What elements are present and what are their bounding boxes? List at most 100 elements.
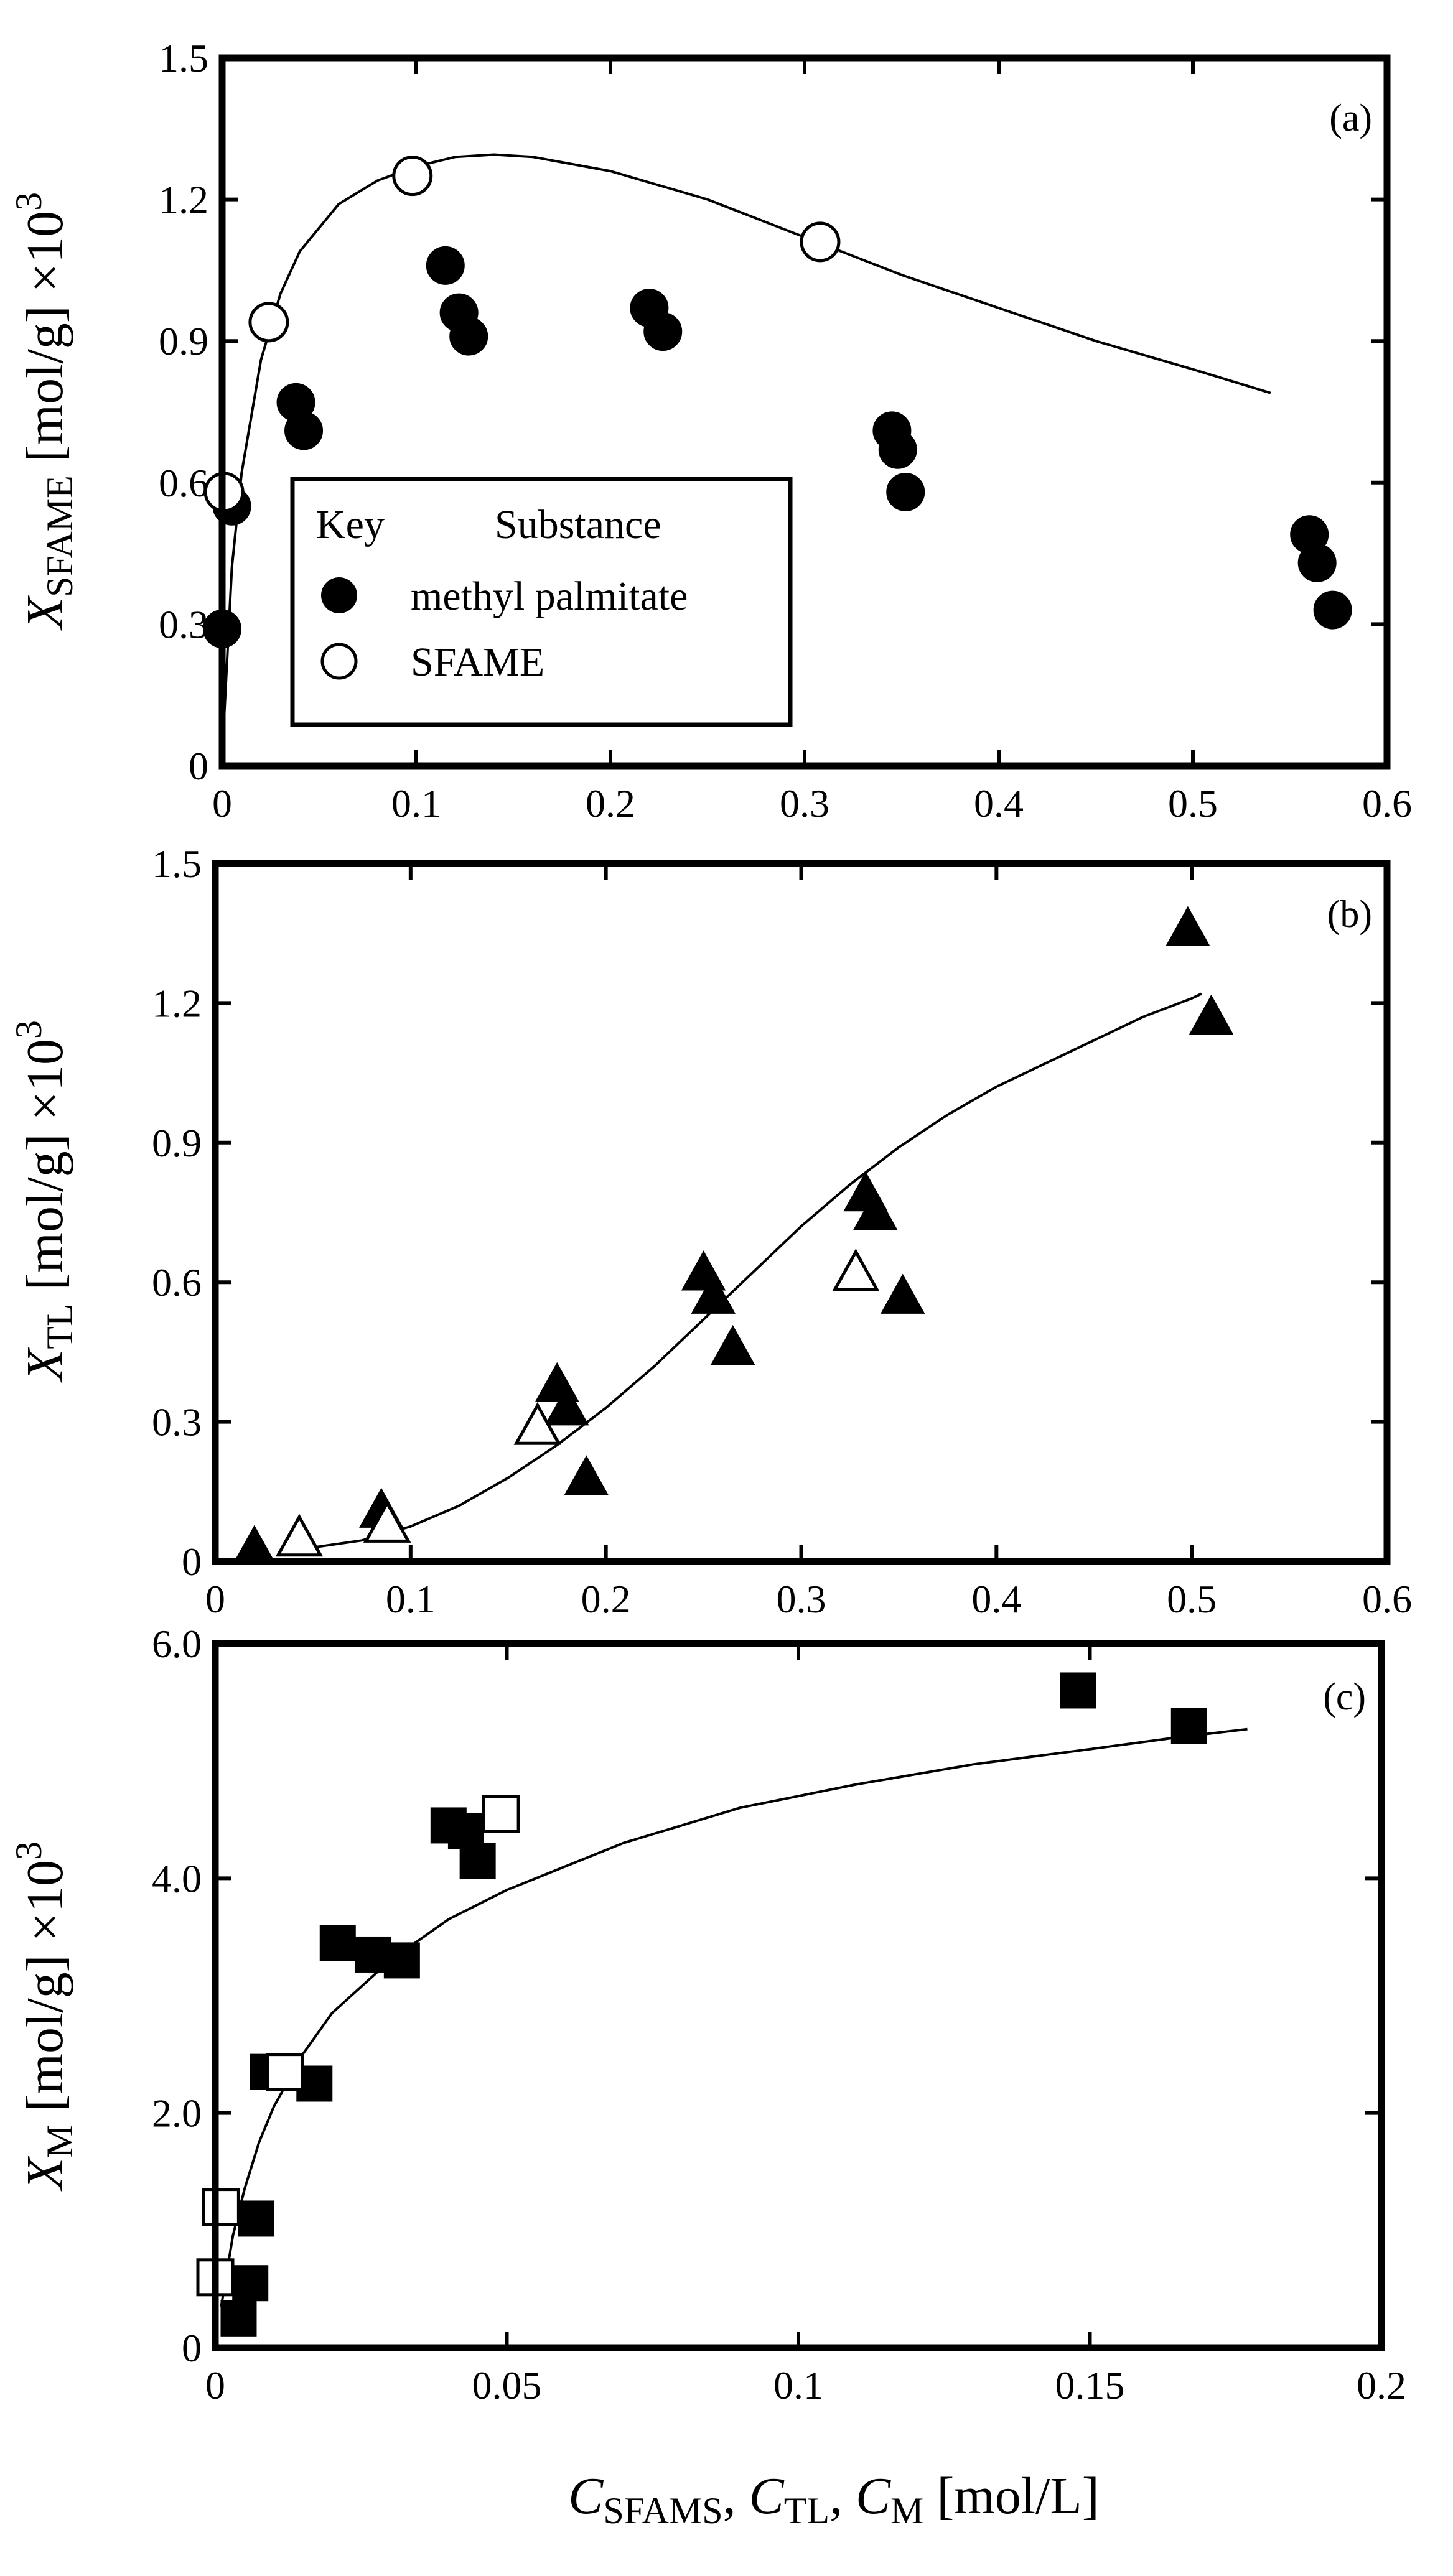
panel-b-plot-frame — [212, 860, 1391, 1565]
panel-c-y-tick-labels: 0 2.0 4.0 6.0 — [152, 1622, 202, 2370]
data-point-filled-circle — [878, 430, 917, 469]
x-tick-label: 0.05 — [472, 2363, 542, 2407]
panel-c-plot-frame — [212, 1640, 1385, 2351]
data-point-filled-triangle — [691, 1273, 736, 1314]
legend-header-key: Key — [316, 502, 385, 547]
legend-open-circle-marker — [320, 643, 358, 680]
panel-a-plot-frame — [218, 54, 1391, 770]
data-point-filled-circle — [449, 317, 488, 356]
data-point-open-square — [482, 1795, 520, 1833]
x-tick-label: 0.3 — [777, 1577, 826, 1621]
y-tick-label: 1.5 — [152, 842, 202, 886]
data-point-filled-circle — [426, 246, 465, 285]
x-tick-label: 0.6 — [1362, 781, 1412, 825]
data-point-filled-circle — [284, 411, 324, 450]
x-tick-label: 0.1 — [391, 781, 441, 825]
legend-entry-sfame: SFAME — [411, 639, 544, 685]
data-point-filled-square — [238, 2200, 274, 2237]
data-point-open-circle — [800, 221, 841, 263]
data-point-filled-square — [1060, 1672, 1096, 1709]
x-tick-label: 0 — [212, 781, 232, 825]
data-point-open-circle — [248, 302, 289, 343]
data-point-filled-square — [319, 1925, 356, 1961]
data-point-filled-triangle — [710, 1324, 755, 1365]
y-tick-label: 0.6 — [152, 1260, 202, 1304]
legend-box — [290, 477, 793, 727]
y-tick-label: 0.3 — [159, 602, 208, 646]
x-tick-label: 0.4 — [971, 1577, 1021, 1621]
y-tick-label: 4.0 — [152, 1856, 202, 1900]
panel-b-label: (b) — [1327, 893, 1372, 936]
data-point-filled-triangle — [544, 1385, 589, 1426]
panel-c-ylabel: XM [mol/g] ×103 — [8, 1841, 80, 2192]
y-tick-label: 0.6 — [159, 461, 208, 505]
x-tick-label: 0.15 — [1055, 2363, 1125, 2407]
panel-c-markers — [196, 1672, 1207, 2337]
y-tick-label: 0.9 — [152, 1121, 202, 1165]
y-tick-label: 0 — [182, 2326, 202, 2370]
y-tick-label: 2.0 — [152, 2091, 202, 2136]
data-point-filled-square — [383, 1942, 420, 1979]
x-tick-label: 0 — [205, 1577, 225, 1621]
data-point-filled-square — [1170, 1708, 1207, 1744]
panel-b-x-tick-labels: 0 0.1 0.2 0.3 0.4 0.5 0.6 — [205, 1577, 1412, 1621]
panel-b: XTL [mol/g] ×103 0 0.1 0.2 0.3 0.4 0.5 0.6 0 0.… — [8, 842, 1412, 1621]
y-tick-label: 0 — [189, 744, 208, 788]
data-point-filled-square — [459, 1843, 496, 1879]
data-point-open-square — [266, 2053, 304, 2091]
data-point-open-square — [202, 2188, 240, 2226]
data-point-filled-triangle — [564, 1455, 609, 1495]
data-point-filled-square — [220, 2300, 257, 2337]
y-tick-label: 6.0 — [152, 1622, 202, 1666]
data-point-filled-triangle — [1166, 906, 1210, 946]
panel-a-legend: Key Substance methyl palmitate SFAME — [290, 477, 793, 727]
panel-a-fit-curve — [223, 153, 1271, 719]
y-tick-label: 1.5 — [159, 36, 208, 80]
x-tick-label: 0.4 — [974, 781, 1024, 825]
data-point-filled-triangle — [1189, 994, 1234, 1035]
data-point-filled-triangle — [853, 1189, 898, 1230]
panel-b-y-tick-labels: 0 0.3 0.6 0.9 1.2 1.5 — [152, 842, 202, 1584]
y-tick-label: 0.3 — [152, 1400, 202, 1444]
panel-b-ylabel: XTL [mol/g] ×103 — [8, 1020, 80, 1383]
panel-a-label: (a) — [1329, 97, 1372, 139]
data-point-filled-circle — [643, 312, 683, 351]
x-tick-label: 0.1 — [773, 2363, 823, 2407]
panel-b-markers — [232, 906, 1234, 1565]
x-tick-label: 0.5 — [1168, 781, 1218, 825]
data-point-filled-circle — [1313, 590, 1352, 630]
data-point-filled-triangle — [880, 1273, 925, 1314]
x-tick-label: 0 — [205, 2363, 225, 2407]
data-point-open-circle — [392, 156, 433, 197]
panel-c-ticks — [213, 1642, 1383, 2350]
x-tick-label: 0.1 — [386, 1577, 436, 1621]
data-point-filled-circle — [886, 472, 925, 511]
legend-entry-methyl-palmitate: methyl palmitate — [411, 574, 688, 619]
x-tick-label: 0.2 — [586, 781, 635, 825]
data-point-open-triangle — [363, 1500, 411, 1543]
y-tick-label: 0.9 — [159, 319, 208, 363]
panel-a-ylabel: XSFAME [mol/g] ×103 — [8, 192, 80, 631]
x-tick-label: 0.3 — [780, 781, 829, 825]
panel-a-x-tick-labels: 0 0.1 0.2 0.3 0.4 0.5 0.6 — [212, 781, 1412, 825]
y-tick-label: 0 — [182, 1540, 202, 1584]
panel-b-ticks — [213, 862, 1389, 1563]
panel-c-fit-curve — [220, 1727, 1248, 2307]
y-tick-label: 1.2 — [152, 981, 202, 1025]
panel-a-y-tick-labels: 0 0.3 0.6 0.9 1.2 1.5 — [159, 36, 208, 788]
data-point-filled-circle — [1297, 543, 1337, 582]
panel-c: XM [mol/g] ×103 0 0.05 0.1 0.15 0.2 0 2.0 4.0 6… — [8, 1622, 1406, 2531]
data-point-open-triangle — [832, 1248, 880, 1291]
data-point-filled-square — [232, 2265, 269, 2302]
legend-header-substance: Substance — [495, 502, 661, 547]
x-tick-label: 0.2 — [1357, 2363, 1406, 2407]
panel-b-fit-curve — [312, 992, 1202, 1549]
panel-c-x-tick-labels: 0 0.05 0.1 0.15 0.2 — [205, 2363, 1406, 2407]
panel-c-xlabel: CSFAMS, CTL, CM [mol/L] — [568, 2467, 1099, 2531]
x-tick-label: 0.2 — [581, 1577, 631, 1621]
panel-a: XSFAME [mol/g] ×103 0 0.1 0.2 0.3 0.4 0.5 0.6 … — [8, 36, 1412, 825]
data-point-open-triangle — [275, 1514, 324, 1557]
legend-filled-circle-marker — [321, 577, 357, 613]
x-tick-label: 0.5 — [1167, 1577, 1217, 1621]
